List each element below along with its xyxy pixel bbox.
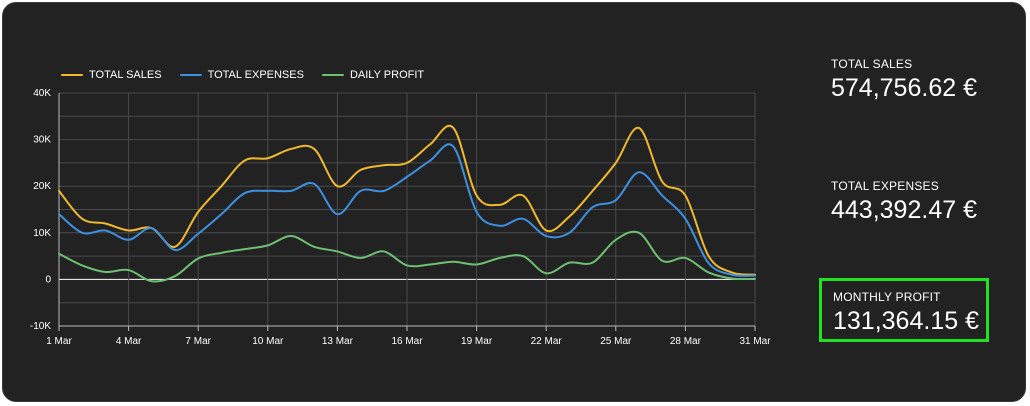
kpi-value: 574,756.62 € xyxy=(831,74,977,102)
chart-legend: TOTAL SALES TOTAL EXPENSES DAILY PROFIT xyxy=(61,69,424,81)
x-tick-label: 10 Mar xyxy=(252,336,284,347)
x-tick-label: 31 Mar xyxy=(739,336,771,347)
legend-label: TOTAL SALES xyxy=(89,69,162,81)
dashboard-card: -10K 0 10K 20K 30K 40K 1 Mar 4 Mar 7 Mar 10 Mar 1… xyxy=(2,2,1026,402)
series-line-daily-profit xyxy=(58,230,756,283)
y-tick-label: 20K xyxy=(33,181,51,192)
x-tick-label: 13 Mar xyxy=(322,336,354,347)
series-line-total-sales xyxy=(58,124,756,276)
x-tick-label: 16 Mar xyxy=(391,336,423,347)
y-tick-label: 30K xyxy=(33,135,51,146)
legend-label: TOTAL EXPENSES xyxy=(207,69,304,81)
kpi-total-sales: TOTAL SALES 574,756.62 € xyxy=(831,57,977,103)
kpi-value: 443,392.47 € xyxy=(831,196,977,224)
kpi-label: TOTAL SALES xyxy=(831,57,913,71)
legend-swatch-total-expenses xyxy=(179,74,202,76)
kpi-label: MONTHLY PROFIT xyxy=(833,290,941,304)
x-tick-label: 7 Mar xyxy=(185,336,211,347)
kpi-total-expenses: TOTAL EXPENSES 443,392.47 € xyxy=(831,179,977,225)
x-tick-label: 4 Mar xyxy=(116,336,142,347)
y-tick-label: 10K xyxy=(33,228,51,239)
kpi-monthly-profit: MONTHLY PROFIT 131,364.15 € xyxy=(819,278,989,342)
x-tick-label: 19 Mar xyxy=(461,336,493,347)
y-tick-label: 40K xyxy=(33,88,51,99)
chart-axes xyxy=(58,93,756,331)
legend-item-daily-profit[interactable]: DAILY PROFIT xyxy=(321,69,425,81)
y-tick-label: -10K xyxy=(30,321,51,332)
legend-swatch-daily-profit xyxy=(321,74,344,76)
x-tick-label: 1 Mar xyxy=(46,336,72,347)
series-line-total-expenses xyxy=(58,143,756,277)
chart-series xyxy=(58,124,756,283)
legend-item-total-sales[interactable]: TOTAL SALES xyxy=(61,69,162,81)
legend-label: DAILY PROFIT xyxy=(349,69,425,81)
chart-grid xyxy=(58,92,756,327)
x-tick-label: 22 Mar xyxy=(531,336,563,347)
kpi-label: TOTAL EXPENSES xyxy=(831,179,939,193)
y-axis-labels: -10K 0 10K 20K 30K 40K xyxy=(30,88,52,332)
x-tick-label: 25 Mar xyxy=(600,336,632,347)
legend-swatch-total-sales xyxy=(61,74,83,76)
kpi-value: 131,364.15 € xyxy=(833,307,979,335)
x-tick-label: 28 Mar xyxy=(670,336,702,347)
x-axis-labels: 1 Mar 4 Mar 7 Mar 10 Mar 13 Mar 16 Mar 19 Mar 2… xyxy=(46,336,771,347)
legend-item-total-expenses[interactable]: TOTAL EXPENSES xyxy=(179,69,304,81)
y-tick-label: 0 xyxy=(45,274,51,285)
